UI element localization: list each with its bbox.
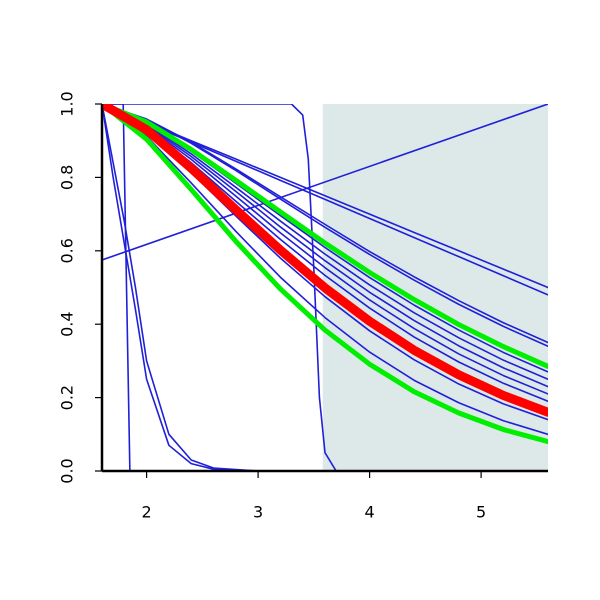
y-tick-label: 0.4 xyxy=(58,311,77,336)
series-line xyxy=(102,104,548,417)
series-line xyxy=(102,104,548,381)
series-line xyxy=(102,104,548,471)
x-tick-label: 2 xyxy=(142,503,152,522)
series-line xyxy=(102,104,548,471)
series-line xyxy=(102,104,548,471)
axis-layer: 2 3 4 5 0.0 0.2 0.4 0.6 0.8 1.0 xyxy=(58,91,548,522)
x-tick-label: 3 xyxy=(253,503,263,522)
y-tick-label: 0.8 xyxy=(58,165,77,190)
series-line xyxy=(102,104,548,348)
y-tick-label: 0.6 xyxy=(58,238,77,263)
y-tick-label: 1.0 xyxy=(58,91,77,116)
series-line xyxy=(102,104,548,445)
series-line xyxy=(102,104,548,369)
y-tick-label: 0.2 xyxy=(58,385,77,410)
y-tick-label: 0.0 xyxy=(58,458,77,483)
series-line xyxy=(102,104,548,388)
series-line xyxy=(102,104,548,436)
x-tick-label: 4 xyxy=(365,503,375,522)
x-tick-label: 5 xyxy=(476,503,486,522)
line-layer xyxy=(102,104,548,471)
series-line xyxy=(102,104,548,395)
series-line xyxy=(102,104,548,261)
